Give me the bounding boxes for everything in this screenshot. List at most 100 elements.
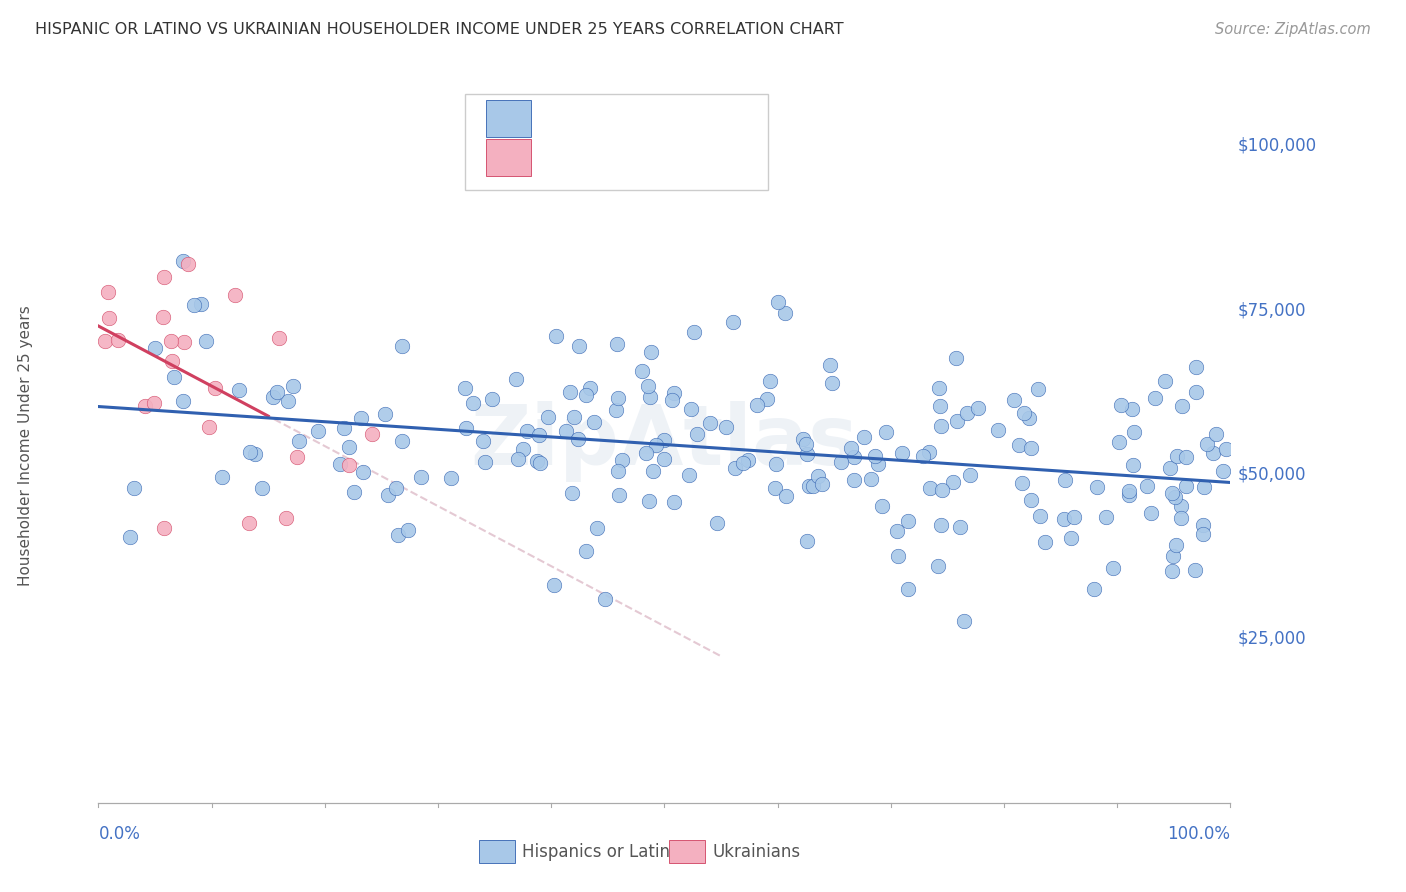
Point xyxy=(1109,398,1132,412)
Point xyxy=(120,530,142,544)
Point xyxy=(1035,534,1057,549)
Point xyxy=(875,425,897,440)
Point xyxy=(579,381,602,395)
Point xyxy=(662,495,685,509)
Point xyxy=(637,494,659,508)
Point xyxy=(1194,480,1216,494)
Point xyxy=(1212,463,1234,477)
Point xyxy=(799,479,821,493)
Point xyxy=(152,269,174,284)
Point xyxy=(387,527,409,541)
Text: Ukrainians: Ukrainians xyxy=(713,843,800,861)
Point xyxy=(1170,511,1192,525)
Point xyxy=(773,306,796,320)
Point xyxy=(1164,538,1187,552)
Point xyxy=(593,591,616,606)
Point xyxy=(1028,508,1050,523)
Point xyxy=(243,447,266,461)
Text: Source: ZipAtlas.com: Source: ZipAtlas.com xyxy=(1215,22,1371,37)
Point xyxy=(385,481,408,495)
Point xyxy=(737,452,759,467)
Point xyxy=(686,426,709,441)
Point xyxy=(277,394,299,409)
Point xyxy=(706,516,728,530)
Point xyxy=(765,457,787,471)
Point xyxy=(350,410,373,425)
Point xyxy=(645,438,668,452)
Point xyxy=(107,333,129,347)
Point xyxy=(1184,563,1206,577)
Point xyxy=(239,445,262,459)
Point xyxy=(575,388,598,402)
Point xyxy=(505,372,527,386)
Text: R = -0.281   N =  22: R = -0.281 N = 22 xyxy=(540,149,707,167)
Point xyxy=(396,523,419,537)
Point xyxy=(529,456,551,470)
Text: $75,000: $75,000 xyxy=(1237,301,1306,319)
Point xyxy=(204,381,226,395)
Point xyxy=(1195,437,1218,451)
Point xyxy=(454,381,477,395)
Point xyxy=(537,409,560,424)
Point xyxy=(1095,510,1118,524)
Point xyxy=(928,382,950,396)
Point xyxy=(853,430,876,444)
Point xyxy=(288,434,311,448)
Point xyxy=(863,450,886,464)
Point xyxy=(1164,490,1187,504)
Point xyxy=(759,374,782,388)
Point xyxy=(661,393,683,408)
Point xyxy=(377,488,399,502)
Point xyxy=(586,521,609,535)
Point xyxy=(1161,549,1184,563)
Point xyxy=(163,370,186,384)
Point xyxy=(1174,479,1197,493)
Point xyxy=(652,433,675,447)
Point xyxy=(391,339,413,353)
Point xyxy=(1192,517,1215,532)
Point xyxy=(1008,438,1031,452)
Point xyxy=(142,396,165,410)
Point xyxy=(238,516,260,531)
Text: Hispanics or Latinos: Hispanics or Latinos xyxy=(523,843,689,861)
Point xyxy=(582,416,605,430)
Point xyxy=(285,450,308,465)
Point xyxy=(1175,450,1198,464)
Point xyxy=(886,524,908,538)
Text: Householder Income Under 25 years: Householder Income Under 25 years xyxy=(18,306,32,586)
Point xyxy=(606,391,628,405)
Point xyxy=(1159,461,1181,475)
Point xyxy=(194,334,217,348)
Point xyxy=(568,339,591,353)
Point xyxy=(173,334,195,349)
Point xyxy=(637,378,659,392)
Point xyxy=(1063,510,1085,524)
Point xyxy=(262,390,284,404)
Point xyxy=(269,331,291,345)
Point xyxy=(945,351,967,366)
Point xyxy=(683,325,706,339)
Point xyxy=(801,478,824,492)
Point xyxy=(250,481,273,495)
Point xyxy=(640,390,662,404)
Point xyxy=(98,311,121,326)
Point xyxy=(959,468,981,483)
Point xyxy=(897,582,920,596)
Point xyxy=(1085,480,1108,494)
Point xyxy=(516,424,538,438)
Point xyxy=(228,384,250,398)
Point xyxy=(1060,531,1083,545)
Point xyxy=(1122,425,1144,439)
Point xyxy=(897,514,920,528)
Point xyxy=(1118,484,1140,499)
Point xyxy=(945,414,967,428)
Point xyxy=(266,384,288,399)
Point xyxy=(1083,582,1105,597)
Point xyxy=(807,469,830,483)
Point xyxy=(97,285,120,300)
Point xyxy=(1054,474,1077,488)
Point xyxy=(606,465,628,479)
Point xyxy=(942,475,965,489)
Text: ZipAtlas: ZipAtlas xyxy=(471,401,858,482)
Text: $50,000: $50,000 xyxy=(1237,466,1306,483)
